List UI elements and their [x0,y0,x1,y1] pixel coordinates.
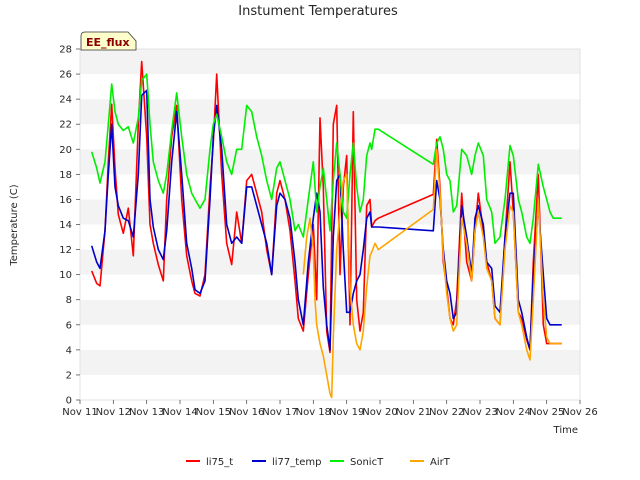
grid-band [80,74,580,100]
y-tick-label: 0 [66,396,72,407]
y-tick-label: 12 [59,245,72,256]
x-tick-label: Nov 11 [62,407,97,418]
legend-label: li75_t [206,457,233,468]
x-tick-label: Nov 18 [296,407,331,418]
series-layer [90,60,562,399]
x-tick-label: Nov 14 [162,407,197,418]
grid-band [80,349,580,375]
x-tick-label: Nov 23 [462,407,497,418]
x-axis-label: Time [553,425,578,436]
x-tick-label: Nov 17 [262,407,297,418]
y-tick-label: 14 [59,220,72,231]
legend-label: li77_temp [272,457,321,468]
y-tick-label: 22 [59,120,72,131]
x-tick-label: Nov 26 [562,407,597,418]
grid-band [80,149,580,175]
y-tick-label: 8 [66,295,72,306]
legend: li75_t li77_temp SonicT AirT [186,457,451,468]
y-tick-label: 18 [59,170,72,181]
x-tick-label: Nov 25 [529,407,564,418]
x-tick-label: Nov 19 [329,407,364,418]
grid-band [80,124,580,150]
badge-shape [80,31,137,51]
grid-band [80,49,580,75]
y-tick-label: 2 [66,370,72,381]
x-tick-label: Nov 16 [229,407,264,418]
y-tick-label: 16 [59,195,72,206]
y-tick-label: 24 [59,95,72,106]
y-tick-label: 4 [66,345,72,356]
y-tick-label: 20 [59,145,72,156]
x-tick-label: Nov 20 [362,407,397,418]
series-line-sonict [90,73,562,245]
series-line-li77-temp [90,89,562,351]
y-axis-label: Temperature (C) [9,184,20,266]
badge-label: EE_flux [86,36,130,49]
x-tick-label: Nov 13 [129,407,164,418]
ee-flux-badge: EE_flux [80,31,137,51]
x-tick-label: Nov 12 [96,407,131,418]
grid-band [80,174,580,200]
grid-band [80,99,580,125]
x-tick-label: Nov 24 [496,407,531,418]
y-tick-label: 6 [66,320,72,331]
y-tick-label: 28 [59,45,72,56]
series-line-airt [302,148,562,399]
x-tick-label: Nov 22 [429,407,464,418]
legend-label: SonicT [350,457,384,468]
y-tick-label: 10 [59,270,72,281]
x-tick-label: Nov 15 [196,407,231,418]
legend-label: AirT [430,457,451,468]
chart-title: Instument Temperatures [238,4,398,19]
x-tick-label: Nov 21 [396,407,431,418]
grid-band [80,374,580,400]
grid-band [80,274,580,300]
y-tick-label: 26 [59,70,72,81]
